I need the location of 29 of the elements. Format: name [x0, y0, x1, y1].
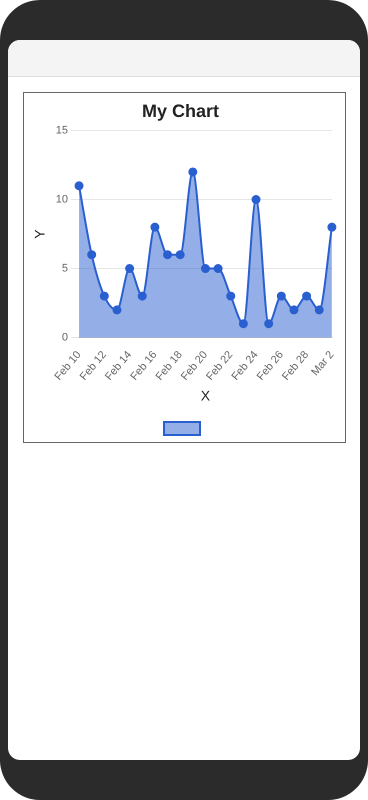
point — [100, 292, 109, 301]
chart-title: My Chart — [142, 100, 220, 121]
point — [276, 292, 286, 301]
point — [188, 167, 198, 176]
point — [74, 181, 84, 190]
point — [176, 250, 185, 260]
point — [252, 195, 261, 204]
point — [289, 305, 298, 314]
point — [112, 305, 122, 314]
y-tick-label: 15 — [56, 124, 68, 137]
point — [314, 305, 324, 314]
x-tick-label: Mar 2 — [309, 348, 337, 378]
point — [327, 222, 336, 232]
y-tick-label: 0 — [62, 332, 68, 344]
point — [226, 292, 236, 301]
point — [264, 319, 274, 328]
point — [214, 264, 223, 274]
x-axis-title: X — [200, 387, 211, 404]
point — [125, 264, 134, 274]
point — [238, 319, 248, 328]
point — [150, 222, 160, 232]
y-tick-label: 5 — [62, 262, 68, 275]
y-tick-label: 10 — [56, 194, 68, 206]
point — [87, 250, 96, 260]
point — [200, 264, 210, 274]
point — [163, 250, 172, 260]
point — [138, 292, 147, 301]
y-axis-title: Y — [31, 228, 48, 239]
point — [302, 292, 312, 301]
